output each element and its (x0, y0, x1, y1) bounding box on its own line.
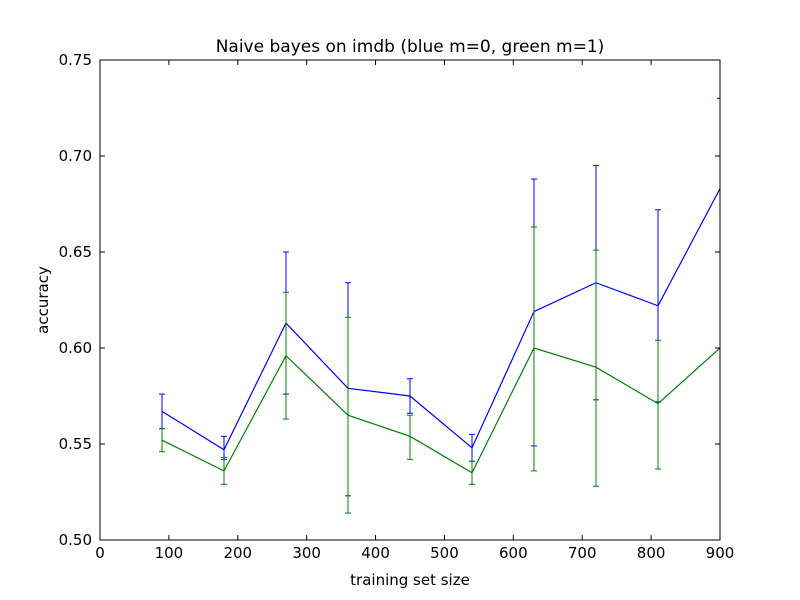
axes-frame (99, 59, 721, 541)
x-tick-label: 100 (155, 544, 184, 562)
x-tick-label: 300 (292, 544, 321, 562)
y-tick-label: 0.60 (59, 339, 92, 357)
chart-title: Naive bayes on imdb (blue m=0, green m=1… (216, 37, 605, 57)
series-line (161, 347, 720, 474)
y-tick-label: 0.55 (59, 435, 92, 453)
data-layer (159, 97, 720, 514)
error-bar (717, 97, 720, 189)
x-tick-label: 800 (637, 544, 666, 562)
x-tick-label: 900 (706, 544, 735, 562)
plot-area: 0 100 200 300 400 500 600 700 800 900 0.50 0.55 0.60… (59, 51, 735, 562)
x-tick-label: 400 (361, 544, 390, 562)
y-axis-label: accuracy (34, 266, 52, 334)
y-tick-label: 0.70 (59, 147, 92, 165)
x-tick-label: 600 (499, 544, 528, 562)
series-1 (159, 226, 720, 514)
series-0 (159, 97, 720, 497)
x-tick-label: 0 (95, 544, 105, 562)
error-bar (655, 339, 661, 470)
y-tick-label: 0.75 (59, 51, 92, 69)
series-line (161, 188, 720, 451)
x-axis-label: training set size (350, 571, 470, 589)
error-bar (407, 414, 413, 460)
x-tick-label: 500 (430, 544, 459, 562)
x-tick-label: 700 (568, 544, 597, 562)
error-bar (593, 249, 599, 487)
x-tick-label: 200 (223, 544, 252, 562)
y-tick-label: 0.65 (59, 243, 92, 261)
y-tick-label: 0.50 (59, 531, 92, 549)
